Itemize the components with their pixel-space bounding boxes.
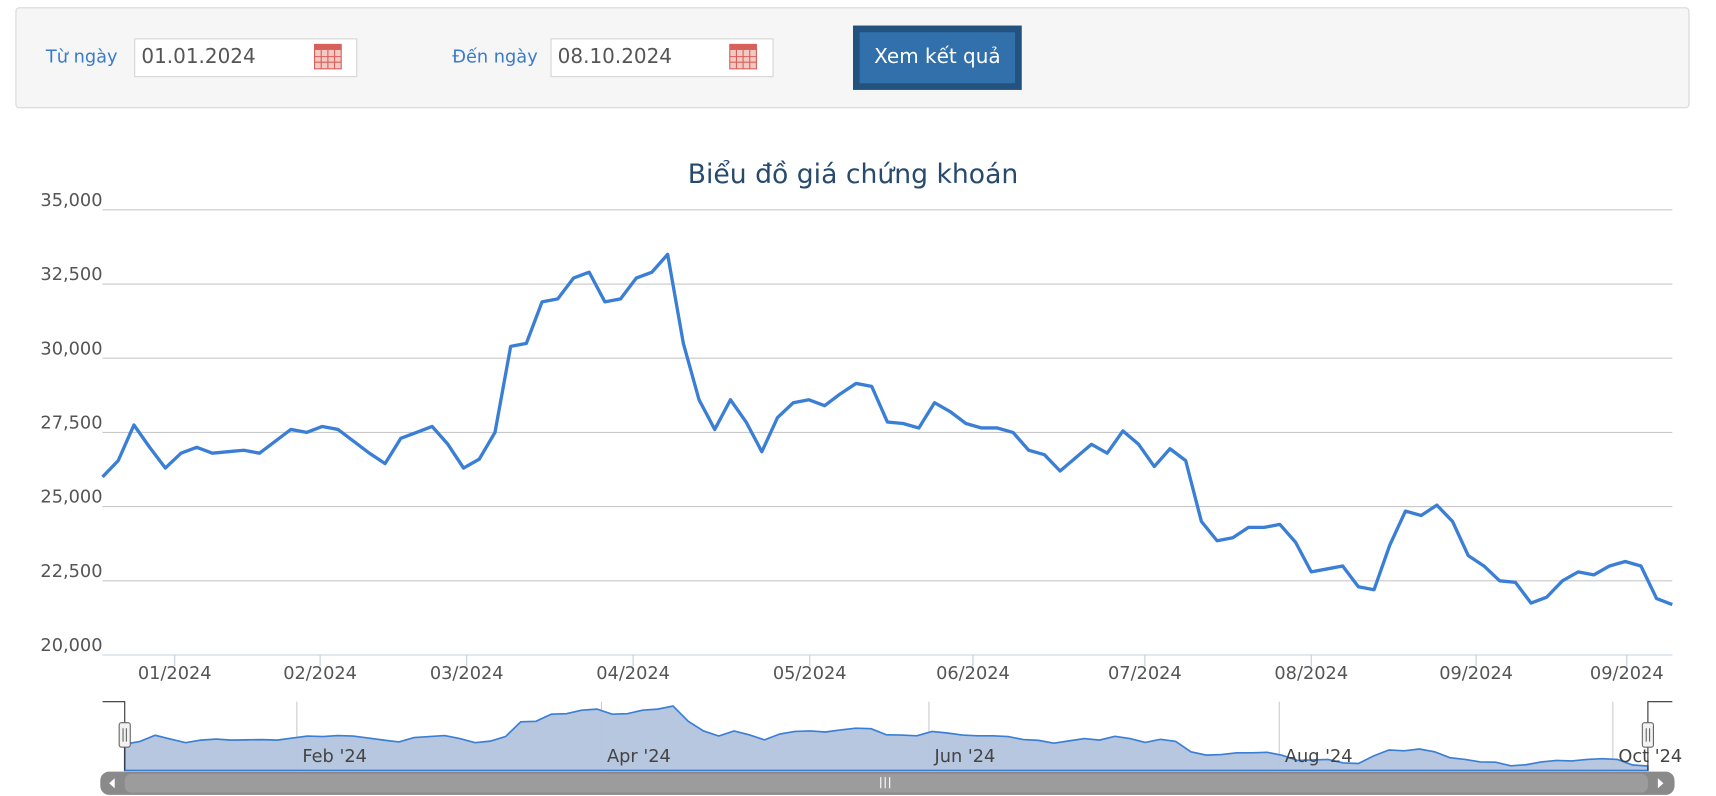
calendar-icon[interactable] — [314, 43, 342, 70]
navigator-tick-label: Feb '24 — [302, 747, 367, 767]
navigator-tick-label: Oct '24 — [1618, 747, 1682, 767]
y-tick-label: 27,500 — [40, 414, 102, 434]
handle-grip — [1645, 728, 1651, 742]
from-label: Từ ngày — [45, 48, 118, 68]
chart-title: Biểu đồ giá chứng khoán — [688, 159, 1019, 190]
filter-panel — [15, 7, 1690, 109]
x-tick-label: 07/2024 — [1108, 664, 1182, 684]
y-tick-label: 32,500 — [40, 265, 102, 285]
scrollbar-grip — [880, 777, 891, 789]
price-line — [101, 252, 1673, 607]
handle-grip — [122, 728, 127, 742]
submit-button-face — [859, 32, 1016, 84]
x-tick-label: 06/2024 — [936, 664, 1010, 684]
scrollbar-thumb[interactable] — [124, 773, 1648, 793]
x-tick-label: 05/2024 — [773, 664, 847, 684]
to-label: Đến ngày — [452, 47, 537, 68]
y-tick-label: 35,000 — [40, 191, 102, 211]
navigator-tick-label: Apr '24 — [607, 747, 671, 767]
scroll-right[interactable] — [1657, 778, 1664, 789]
y-tick-label: 22,500 — [40, 562, 102, 582]
x-tick-label: 09/2024 — [1590, 664, 1664, 684]
x-tick-label: 02/2024 — [283, 664, 357, 684]
x-tick-label: 04/2024 — [596, 664, 670, 684]
navigator-handle[interactable] — [1641, 722, 1654, 748]
scroll-left[interactable] — [109, 778, 115, 789]
navigator-handle[interactable] — [118, 722, 131, 748]
x-tick-label: 08/2024 — [1274, 664, 1348, 684]
to-value: 08.10.2024 — [558, 44, 672, 68]
navigator-tick-label: Jun '24 — [934, 747, 996, 767]
y-tick-label: 25,000 — [40, 488, 102, 508]
navigator-tick-label: Aug '24 — [1285, 747, 1353, 767]
x-tick-label: 09/2024 — [1439, 664, 1513, 684]
x-tick-label: 03/2024 — [430, 664, 504, 684]
x-tick-label: 01/2024 — [138, 664, 212, 684]
calendar-icon[interactable] — [729, 43, 757, 70]
from-value: 01.01.2024 — [141, 44, 255, 68]
navigator-area — [123, 705, 1649, 772]
y-tick-label: 20,000 — [40, 636, 102, 656]
submit-label: Xem kết quả — [874, 44, 1000, 68]
y-tick-label: 30,000 — [40, 339, 102, 359]
